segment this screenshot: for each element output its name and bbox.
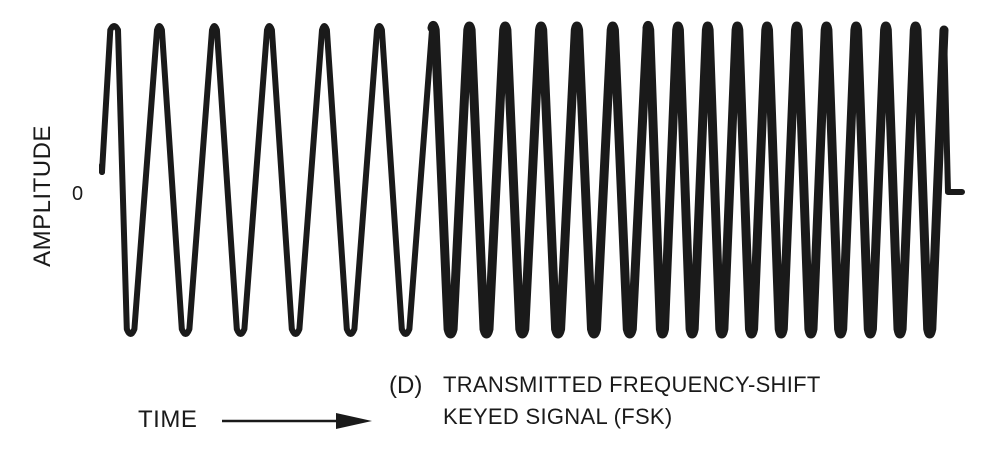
fsk-waveform [99,20,965,339]
time-label: TIME [138,406,197,433]
zero-label: 0 [72,183,83,205]
caption-line-2: KEYED SIGNAL (FSK) [443,404,673,429]
wave-tail [941,27,965,195]
caption-tag: (D) [389,372,422,399]
time-arrow-head [336,413,372,429]
wave-segment-1 [99,23,435,337]
wave-segment-2 [427,20,652,339]
caption-line-1: TRANSMITTED FREQUENCY-SHIFT [443,372,821,397]
y-axis-label: AMPLITUDE [29,125,56,267]
wave-segment-3 [642,20,949,339]
time-arrow [222,413,372,429]
